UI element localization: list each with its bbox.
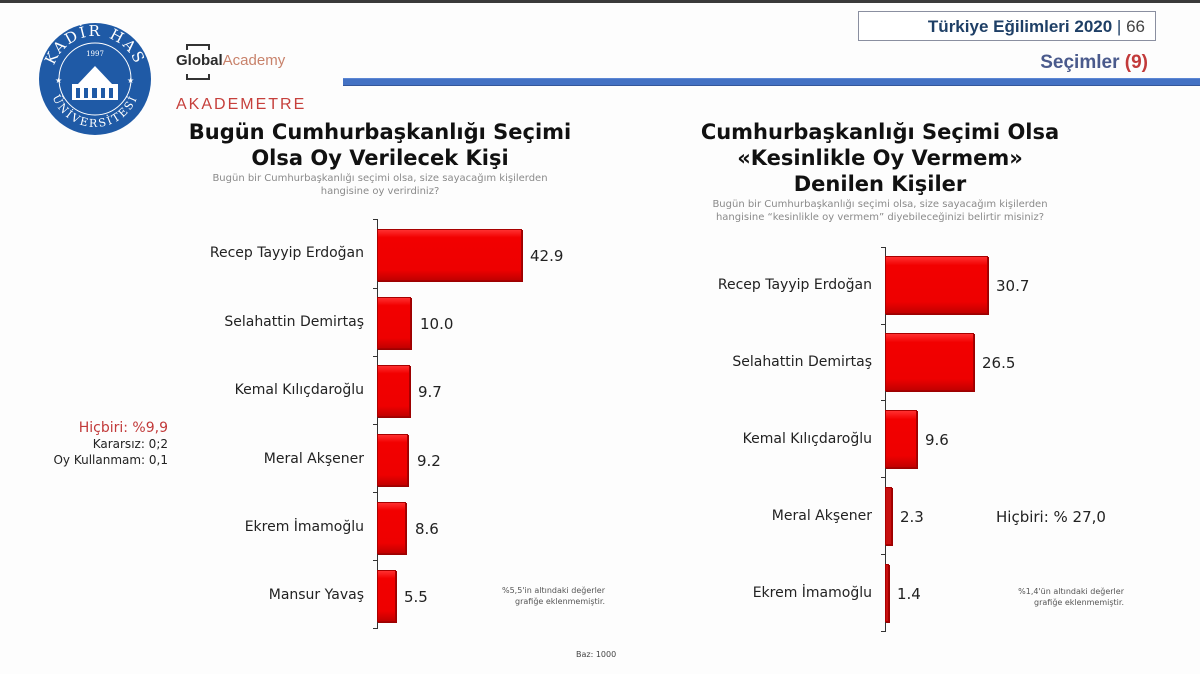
title-line: Bugün Cumhurbaşkanlığı Seçimi — [188, 120, 572, 144]
logo-text-academy: Academy — [222, 52, 286, 69]
bar-yavas — [377, 570, 396, 622]
axis-tick — [373, 288, 378, 289]
left-side-notes: Hiçbiri: %9,9 Kararsız: 0;2 Oy Kullanmam… — [40, 420, 168, 468]
bar-demirtas — [377, 297, 411, 349]
base-sample-size: Baz: 1000 — [576, 650, 617, 659]
bar-erdogan — [885, 256, 988, 314]
axis-tick — [373, 492, 378, 493]
category-label: Meral Akşener — [771, 508, 872, 524]
page-number: 66 — [1126, 17, 1145, 36]
axis-tick — [881, 400, 886, 401]
footnote-line: grafiğe eklenmemiştir. — [1034, 598, 1124, 607]
report-header: Türkiye Eğilimleri 2020 | 66 — [858, 11, 1156, 41]
axis-tick — [373, 219, 378, 220]
category-label: Selahattin Demirtaş — [732, 354, 872, 370]
category-label: Ekrem İmamoğlu — [752, 585, 872, 601]
value-label: 10.0 — [420, 315, 454, 333]
category-label: Kemal Kılıçdaroğlu — [742, 431, 872, 447]
subtitle-line: Bugün bir Cumhurbaşkanlığı seçimi olsa, … — [212, 173, 548, 184]
value-label: 5.5 — [404, 588, 428, 606]
bar-aksener — [885, 487, 892, 545]
svg-text:★: ★ — [127, 76, 134, 85]
title-line: Denilen Kişiler — [793, 172, 967, 196]
bar-imamoglu — [885, 564, 889, 622]
bar-aksener — [377, 434, 408, 486]
category-label: Recep Tayyip Erdoğan — [717, 277, 872, 293]
value-label: 9.6 — [925, 431, 949, 449]
axis-tick — [373, 424, 378, 425]
section-number: (9) — [1124, 52, 1148, 73]
kadir-has-university-logo: 1997 KADİR HAS ÜNİVERSİTESİ ★ ★ — [39, 22, 151, 135]
axis-tick — [881, 247, 886, 248]
right-chart-subtitle: Bugün bir Cumhurbaşkanlığı seçimi olsa, … — [640, 198, 1120, 224]
axis-tick — [881, 554, 886, 555]
category-label: Recep Tayyip Erdoğan — [209, 245, 364, 261]
axis-tick — [373, 560, 378, 561]
kararsiz-note: Kararsız: 0;2 — [92, 437, 168, 451]
value-label: 1.4 — [897, 585, 921, 603]
section-title: Seçimler (9) — [1040, 52, 1148, 74]
akademetre-logo: AKADEMETRE — [176, 96, 307, 113]
category-label: Kemal Kılıçdaroğlu — [234, 382, 364, 398]
title-line: Olsa Oy Verilecek Kişi — [251, 146, 509, 170]
subtitle-line: hangisine oy verirdiniz? — [320, 186, 440, 197]
right-hicbiri-note: Hiçbiri: % 27,0 — [996, 508, 1106, 526]
header-divider — [343, 78, 1200, 86]
subtitle-line: hangisine “kesinlikle oy vermem” diyebil… — [715, 212, 1045, 223]
subtitle-line: Bugün bir Cumhurbaşkanlığı seçimi olsa, … — [712, 199, 1048, 210]
bracket-decoration — [186, 44, 210, 50]
section-name: Seçimler — [1040, 52, 1120, 73]
axis-tick — [881, 477, 886, 478]
category-label: Selahattin Demirtaş — [224, 314, 364, 330]
value-label: 2.3 — [900, 508, 924, 526]
left-chart-subtitle: Bugün bir Cumhurbaşkanlığı seçimi olsa, … — [150, 172, 610, 198]
hicbiri-note: Hiçbiri: %9,9 — [78, 420, 168, 436]
top-border — [0, 0, 1200, 3]
oy-kullanmam-note: Oy Kullanmam: 0,1 — [53, 453, 168, 467]
axis-tick — [881, 324, 886, 325]
category-label: Meral Akşener — [263, 451, 364, 467]
title-line: «Kesinlikle Oy Vermem» — [737, 146, 1023, 170]
logo-text-global: Global — [176, 52, 223, 69]
footnote-line: %5,5'in altındaki değerler — [501, 586, 605, 595]
svg-text:1997: 1997 — [86, 50, 104, 58]
bar-erdogan — [377, 229, 522, 281]
bar-imamoglu — [377, 502, 406, 554]
footnote-line: %1,4'ün altındaki değerler — [1018, 587, 1124, 596]
right-footnote: %1,4'ün altındaki değerler grafiğe eklen… — [970, 586, 1124, 608]
axis-tick — [881, 631, 886, 632]
bracket-decoration — [186, 74, 210, 80]
axis-tick — [373, 628, 378, 629]
axis-tick — [373, 356, 378, 357]
header-separator: | — [1116, 17, 1122, 36]
value-label: 9.7 — [418, 383, 442, 401]
bar-demirtas — [885, 333, 974, 391]
global-academy-logo: GlobalAcademy — [176, 44, 296, 80]
value-label: 9.2 — [417, 452, 441, 470]
footnote-line: grafiğe eklenmemiştir. — [515, 597, 605, 606]
category-label: Ekrem İmamoğlu — [244, 519, 364, 535]
value-label: 8.6 — [415, 520, 439, 538]
value-label: 26.5 — [982, 354, 1016, 372]
left-chart-title: Bugün Cumhurbaşkanlığı Seçimi Olsa Oy Ve… — [150, 119, 610, 171]
category-label: Mansur Yavaş — [268, 587, 364, 603]
value-label: 42.9 — [530, 247, 564, 265]
title-line: Cumhurbaşkanlığı Seçimi Olsa — [700, 120, 1060, 144]
report-title: Türkiye Eğilimleri 2020 — [927, 17, 1113, 36]
left-footnote: %5,5'in altındaki değerler grafiğe eklen… — [450, 585, 605, 607]
bar-kilicdaroglu — [885, 410, 917, 468]
bar-kilicdaroglu — [377, 365, 410, 417]
value-label: 30.7 — [996, 277, 1030, 295]
svg-text:★: ★ — [55, 76, 62, 85]
right-chart-title: Cumhurbaşkanlığı Seçimi Olsa «Kesinlikle… — [640, 119, 1120, 197]
